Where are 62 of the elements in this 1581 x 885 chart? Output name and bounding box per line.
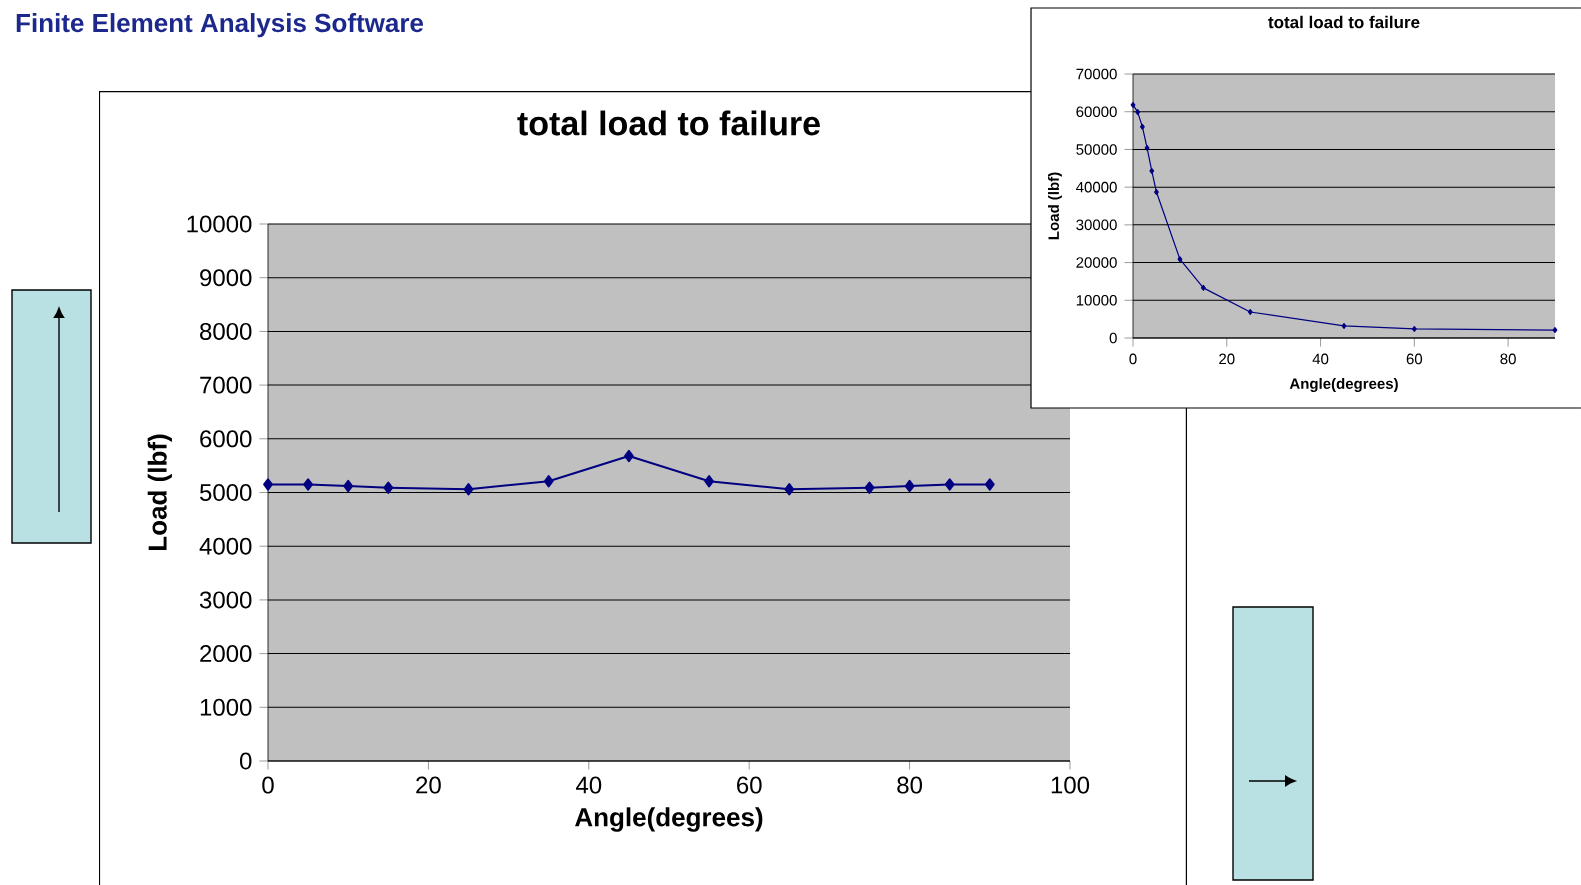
y-tick-label: 60000 <box>1076 106 1117 118</box>
point <box>1154 189 1159 196</box>
point <box>984 478 995 491</box>
y-tick-label: 0 <box>239 752 252 770</box>
point <box>1177 256 1183 263</box>
y-tick-label: 5000 <box>199 484 252 501</box>
y-tick-label: 0 <box>1109 332 1117 344</box>
y-tick-label: 10000 <box>187 215 252 233</box>
y-axis-title: Load (lbf) <box>147 434 172 550</box>
x-tick-label: 80 <box>1500 353 1516 365</box>
y-tick-label: 2000 <box>200 645 252 663</box>
x-tick-label: 20 <box>1219 353 1235 365</box>
point <box>1139 123 1145 130</box>
y-tick-label: 7000 <box>200 376 252 394</box>
x-tick-label: 40 <box>576 776 602 794</box>
point <box>1130 101 1136 108</box>
point <box>864 481 875 494</box>
x-tick-label: 20 <box>416 776 441 794</box>
x-tick-label: 0 <box>262 776 274 794</box>
point <box>624 449 634 463</box>
x-axis-title: Angle(degrees) <box>575 807 763 832</box>
point <box>1135 109 1141 116</box>
y-tick-label: 20000 <box>1076 257 1117 268</box>
x-tick-label: 80 <box>897 776 923 794</box>
x-tick-label: 60 <box>1406 353 1423 365</box>
point <box>904 479 915 493</box>
point <box>543 475 554 488</box>
point <box>784 483 795 496</box>
chart-title: total load to failure <box>1268 15 1420 29</box>
point <box>1200 284 1206 291</box>
y-tick-label: 6000 <box>200 430 252 448</box>
chart-title: total load to failure <box>517 110 820 136</box>
y-tick-label: 50000 <box>1076 144 1117 155</box>
y-tick-label: 40000 <box>1076 181 1117 193</box>
point <box>944 478 955 491</box>
y-axis-title: Load (lbf) <box>1048 172 1062 240</box>
y-tick-label: 3000 <box>199 591 252 609</box>
y-tick-label: 70000 <box>1076 68 1117 80</box>
y-tick-label: 8000 <box>200 322 252 340</box>
x-tick-label: 100 <box>1051 776 1090 794</box>
point <box>704 475 714 488</box>
y-tick-label: 10000 <box>1076 294 1117 306</box>
point <box>383 481 394 494</box>
x-tick-label: 60 <box>737 776 762 794</box>
x-tick-label: 0 <box>1129 353 1137 365</box>
x-tick-label: 40 <box>1312 353 1329 365</box>
point <box>1247 308 1253 315</box>
point <box>303 478 313 491</box>
y-tick-label: 1000 <box>200 698 252 716</box>
y-tick-label: 9000 <box>200 269 252 287</box>
y-tick-label: 4000 <box>199 537 252 555</box>
point <box>463 483 474 496</box>
point <box>1341 322 1347 329</box>
point <box>1144 144 1150 151</box>
text: Finite Element Analysis Software <box>16 13 424 38</box>
point <box>1411 325 1417 332</box>
point <box>263 478 273 491</box>
point <box>1552 327 1558 334</box>
y-tick-label: 30000 <box>1076 219 1117 231</box>
x-axis-title: Angle(degrees) <box>1289 377 1398 392</box>
point <box>1149 167 1155 174</box>
point <box>343 479 354 493</box>
